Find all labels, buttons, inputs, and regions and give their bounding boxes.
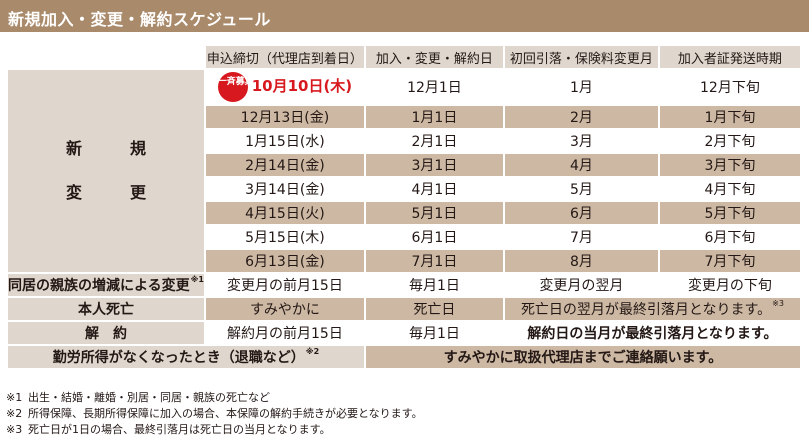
debit-cell: 1月 xyxy=(569,80,593,96)
death-deadline: すみやかに xyxy=(205,298,364,320)
header-certificate: 加入者証発送時期 xyxy=(659,46,800,68)
page-title: 新規加入・変更・解約スケジュール xyxy=(8,10,271,29)
mass-enrollment-badge: 一斉募集 xyxy=(217,72,254,102)
cert-cell: 3月下旬 xyxy=(659,154,800,176)
table-row-cancel: 解 約 解約月の前月15日 毎月1日 解約日の当月が最終引落月となります。 xyxy=(8,322,800,344)
header-first-debit: 初回引落・保険料変更月 xyxy=(504,46,658,68)
table-row: 新 規 変 更 一斉募集 10月10日(木) 12月1日 1月 12月下旬 xyxy=(8,70,800,272)
schedule-table: 申込締切（代理店到着日） 加入・変更・解約日 初回引落・保険料変更月 加入者証発… xyxy=(6,44,802,370)
debit-cell: 2月 xyxy=(504,106,658,128)
footnote: ※1 出生・結婚・離婚・別居・同居・親族の死亡など xyxy=(6,391,270,404)
start-cell: 4月1日 xyxy=(411,182,458,198)
death-note: 死亡日の翌月が最終引落月となります。※3 xyxy=(504,298,800,320)
table-row: 5月15日(木) 6月1日 7月 6月下旬 xyxy=(8,226,800,248)
deadline-cell: 6月13日(金) xyxy=(205,250,364,272)
footnote: ※2 所得保障、長期所得保障に加入の場合、本保障の解約手続きが必要となります。 xyxy=(6,407,423,420)
debit-cell: 4月 xyxy=(504,154,658,176)
deadline-cell: 2月14日(金) xyxy=(205,154,364,176)
table-row: 12月13日(金) 1月1日 2月 1月下旬 xyxy=(8,106,800,128)
table-row: 3月14日(金) 4月1日 5月 4月下旬 xyxy=(8,178,800,200)
start-cell: 3月1日 xyxy=(365,154,503,176)
cert-cell: 5月下旬 xyxy=(659,202,800,224)
note-ref: ※2 xyxy=(305,347,320,356)
footnotes: ※1 出生・結婚・離婚・別居・同居・親族の死亡など ※2 所得保障、長期所得保障に加… xyxy=(6,390,806,438)
table-header-row: 申込締切（代理店到着日） 加入・変更・解約日 初回引落・保険料変更月 加入者証発… xyxy=(8,46,800,68)
side-label-change: 変 更 xyxy=(65,183,162,202)
start-cell: 7月1日 xyxy=(365,250,503,272)
family-debit: 変更月の翌月 xyxy=(539,278,624,294)
cancel-start: 毎月1日 xyxy=(408,326,460,342)
deadline-cell: 12月13日(金) xyxy=(205,106,364,128)
cancel-deadline: 解約月の前月15日 xyxy=(227,326,343,342)
family-cert: 変更月の下旬 xyxy=(687,278,772,294)
deadline-cell: 5月15日(木) xyxy=(245,230,325,246)
cert-cell: 7月下旬 xyxy=(659,250,800,272)
cancel-note: 解約日の当月が最終引落月となります。 xyxy=(527,326,778,342)
start-cell: 1月1日 xyxy=(365,106,503,128)
table-row-family-change: 同居の親族の増減による変更※1 変更月の前月15日 毎月1日 変更月の翌月 変更… xyxy=(8,274,800,296)
table-row: 6月13日(金) 7月1日 8月 7月下旬 xyxy=(8,250,800,272)
family-start: 毎月1日 xyxy=(408,278,460,294)
cancel-label: 解 約 xyxy=(8,322,204,344)
start-cell: 5月1日 xyxy=(365,202,503,224)
title-bar: 新規加入・変更・解約スケジュール xyxy=(0,0,809,32)
deadline-cell: 1月15日(水) xyxy=(245,134,325,150)
start-cell: 2月1日 xyxy=(411,134,458,150)
debit-cell: 6月 xyxy=(504,202,658,224)
corner-cell xyxy=(8,46,204,68)
family-change-label: 同居の親族の増減による変更※1 xyxy=(8,274,204,296)
table-row: 4月15日(火) 5月1日 6月 5月下旬 xyxy=(8,202,800,224)
death-start: 死亡日 xyxy=(365,298,503,320)
cert-cell: 6月下旬 xyxy=(704,230,756,246)
cert-cell: 4月下旬 xyxy=(704,182,756,198)
debit-cell: 8月 xyxy=(504,250,658,272)
debit-cell: 3月 xyxy=(569,134,593,150)
death-label: 本人死亡 xyxy=(8,298,204,320)
table-row-death: 本人死亡 すみやかに 死亡日 死亡日の翌月が最終引落月となります。※3 xyxy=(8,298,800,320)
header-deadline: 申込締切（代理店到着日） xyxy=(205,46,364,68)
footnote: ※3 死亡日が1日の場合、最終引落月は死亡日の当月となります。 xyxy=(6,423,331,436)
deadline-cell: 3月14日(金) xyxy=(245,182,325,198)
table-row-retire: 勤労所得がなくなったとき（退職など）※2 すみやかに取扱代理店までご連絡願います… xyxy=(8,346,800,368)
deadline-cell: 一斉募集 10月10日(木) xyxy=(205,70,364,104)
debit-cell: 5月 xyxy=(569,182,593,198)
note-ref: ※3 xyxy=(772,299,784,308)
cert-cell: 12月下旬 xyxy=(700,80,760,96)
start-cell: 12月1日 xyxy=(407,80,462,96)
start-cell: 6月1日 xyxy=(411,230,458,246)
retire-label: 勤労所得がなくなったとき（退職など）※2 xyxy=(8,346,364,368)
header-start-date: 加入・変更・解約日 xyxy=(365,46,503,68)
retire-note: すみやかに取扱代理店までご連絡願います。 xyxy=(365,346,800,368)
cert-cell: 1月下旬 xyxy=(659,106,800,128)
cert-cell: 2月下旬 xyxy=(704,134,756,150)
debit-cell: 7月 xyxy=(569,230,593,246)
side-label-cell: 新 規 変 更 xyxy=(8,70,204,272)
note-ref: ※1 xyxy=(190,275,204,284)
table-row: 2月14日(金) 3月1日 4月 3月下旬 xyxy=(8,154,800,176)
family-deadline: 変更月の前月15日 xyxy=(227,278,343,294)
table-row: 1月15日(水) 2月1日 3月 2月下旬 xyxy=(8,130,800,152)
deadline-cell: 4月15日(火) xyxy=(205,202,364,224)
side-label-new: 新 規 xyxy=(65,139,162,158)
deadline-value: 10月10日(木) xyxy=(251,77,353,95)
